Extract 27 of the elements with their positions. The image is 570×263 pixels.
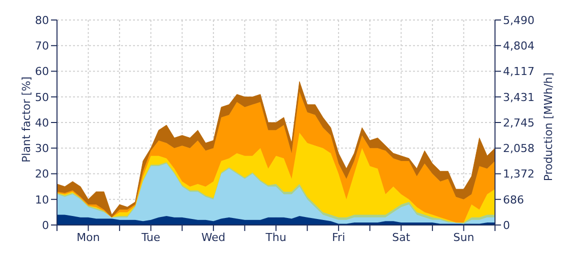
y2-axis-title: Production [MWh/h]	[542, 72, 555, 182]
y-tick-label: 30	[35, 142, 49, 156]
y-tick-label: 0	[42, 218, 49, 232]
y-tick-label: 60	[35, 65, 49, 78]
y2-tick-label: 4,804	[503, 40, 534, 53]
y2-tick-label: 2,745	[503, 116, 534, 130]
y-tick-label: 50	[35, 90, 49, 104]
y2-tick-label: 0	[503, 218, 510, 232]
x-tick-label: Mon	[76, 230, 100, 244]
x-tick-label: Thu	[264, 230, 286, 244]
y-tick-label: 20	[35, 168, 49, 181]
y-tick-label: 80	[35, 14, 49, 27]
x-tick-label: Sun	[453, 230, 474, 244]
y2-tick-label: 5,490	[503, 14, 534, 27]
y2-tick-label: 1,372	[503, 168, 534, 181]
y-tick-label: 70	[35, 40, 49, 53]
x-tick-label: Sat	[392, 230, 411, 244]
y2-tick-label: 2,058	[503, 142, 534, 156]
y2-tick-label: 4,117	[503, 65, 534, 78]
y-tick-label: 10	[35, 193, 49, 206]
y2-tick-label: 3,431	[503, 90, 534, 104]
y-tick-label: 40	[35, 116, 49, 130]
x-tick-label: Fri	[332, 230, 346, 244]
x-tick-label: Wed	[201, 230, 226, 244]
x-tick-label: Tue	[140, 230, 160, 244]
y-axis-title: Plant factor [%]	[20, 76, 33, 162]
y2-tick-label: 686	[503, 193, 524, 206]
